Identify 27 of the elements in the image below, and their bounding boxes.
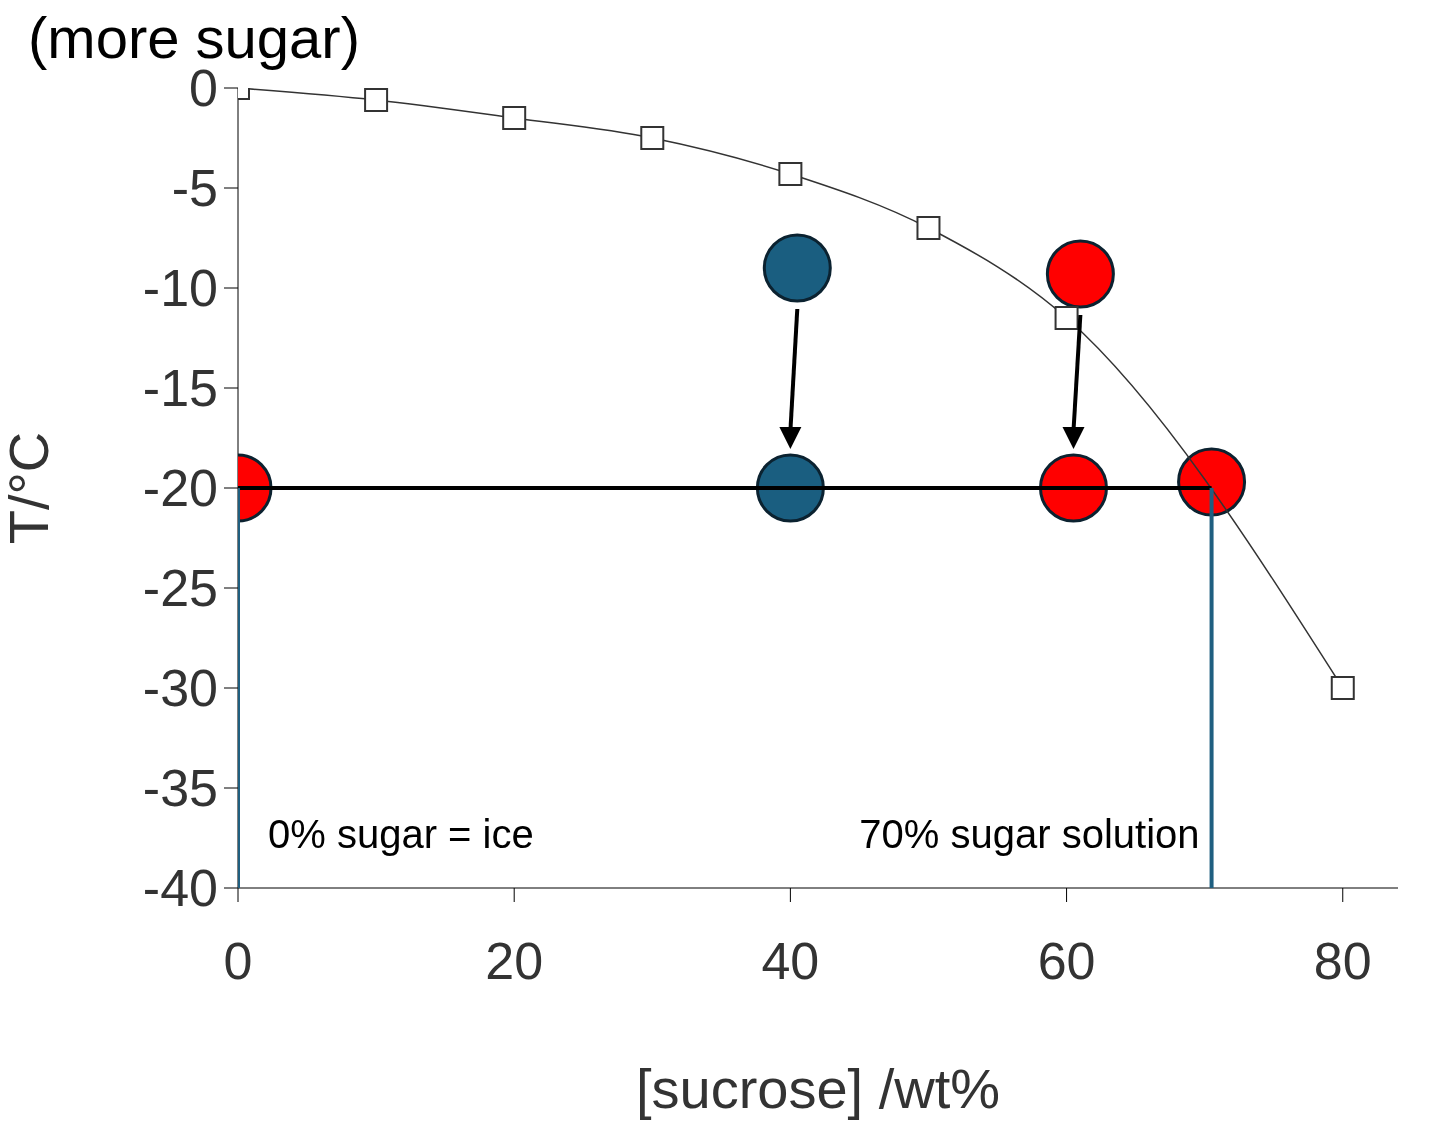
annotation: 70% sugar solution: [859, 812, 1200, 856]
x-tick-label: 40: [761, 931, 820, 990]
x-tick-label: 20: [485, 931, 544, 990]
y-tick-label: -35: [142, 759, 218, 818]
annotation: 0% sugar = ice: [268, 812, 534, 856]
point: [502, 106, 527, 130]
y-tick-label: -5: [171, 159, 218, 218]
x-axis-title: [sucrose] /wt%: [635, 1057, 1001, 1120]
y-tick-label: -30: [142, 659, 218, 718]
x-tick-label: 60: [1037, 931, 1096, 990]
y-tick-label: -10: [142, 259, 218, 318]
point: [1054, 306, 1079, 330]
point: [916, 216, 941, 240]
y-tick-label: -20: [142, 459, 218, 518]
x-tick-label: 80: [1313, 931, 1372, 990]
y-tick-label: -40: [142, 859, 218, 918]
point: [762, 233, 832, 303]
point: [778, 162, 803, 186]
y-tick-label: -15: [142, 359, 218, 418]
point: [1038, 453, 1108, 523]
point: [640, 126, 665, 150]
y-tick-label: -25: [142, 559, 218, 618]
point: [755, 453, 825, 523]
point: [1330, 676, 1355, 700]
point: [364, 88, 389, 112]
point: [1177, 447, 1247, 517]
point: [1045, 239, 1115, 309]
